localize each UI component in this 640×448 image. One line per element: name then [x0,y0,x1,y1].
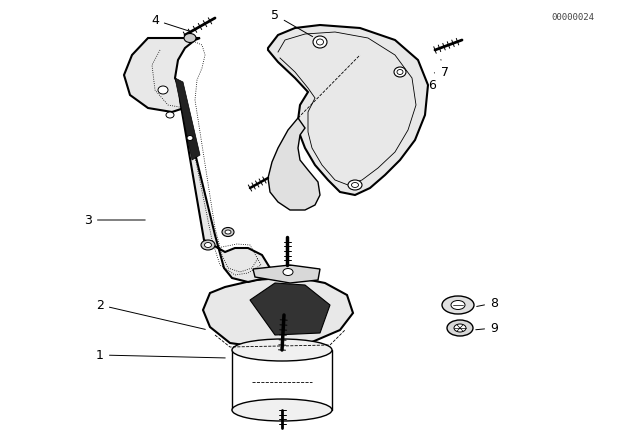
Ellipse shape [225,230,231,234]
Text: 1: 1 [96,349,225,362]
Ellipse shape [313,36,327,48]
Ellipse shape [351,182,358,188]
Ellipse shape [232,399,332,421]
Polygon shape [175,78,200,160]
Text: 4: 4 [151,13,189,31]
Polygon shape [124,38,270,282]
Polygon shape [268,25,428,195]
Polygon shape [253,265,320,283]
Polygon shape [268,118,320,210]
Ellipse shape [205,242,211,247]
Polygon shape [250,283,330,335]
Ellipse shape [201,240,215,250]
Polygon shape [203,277,353,348]
Ellipse shape [348,180,362,190]
Ellipse shape [397,69,403,74]
Text: 8: 8 [477,297,498,310]
Ellipse shape [454,324,466,332]
Ellipse shape [184,34,196,43]
Text: 7: 7 [441,60,449,78]
Ellipse shape [187,135,193,141]
Ellipse shape [317,39,323,45]
Ellipse shape [283,268,293,276]
Ellipse shape [451,301,465,310]
Ellipse shape [158,86,168,94]
Text: 2: 2 [96,298,205,329]
Text: 9: 9 [476,322,498,335]
Ellipse shape [222,228,234,237]
Text: 00000024: 00000024 [551,13,595,22]
Ellipse shape [394,67,406,77]
Ellipse shape [447,320,473,336]
Text: 3: 3 [84,214,145,227]
Text: 6: 6 [428,73,436,91]
Ellipse shape [442,296,474,314]
Ellipse shape [232,339,332,361]
Text: 5: 5 [271,9,312,37]
Ellipse shape [166,112,174,118]
